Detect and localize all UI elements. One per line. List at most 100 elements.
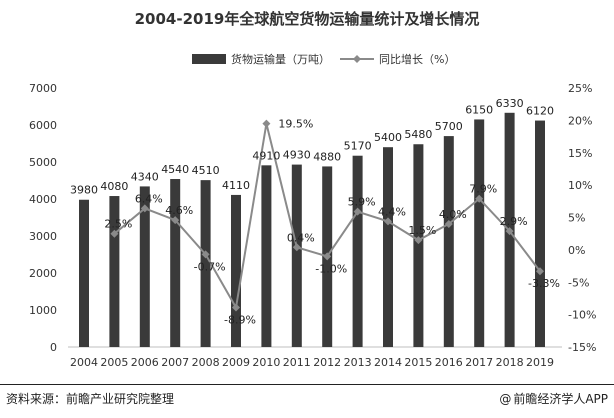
bar-value-label: 5480: [404, 128, 432, 141]
y-left-tick-label: 5000: [29, 156, 57, 169]
x-tick-label: 2013: [344, 356, 372, 369]
y-left-tick-label: 4000: [29, 193, 57, 206]
x-tick-label: 2012: [313, 356, 341, 369]
growth-value-label: 5.9%: [348, 196, 376, 209]
growth-value-label: -1.0%: [315, 262, 347, 275]
at-symbol: @: [499, 392, 512, 406]
bar-value-label: 4880: [313, 150, 341, 163]
growth-point: [140, 204, 149, 213]
source-note: 资料来源：前瞻产业研究院整理: [6, 392, 175, 406]
bar: [170, 179, 181, 347]
bar: [413, 144, 424, 347]
y-right-tick-label: 10%: [568, 179, 592, 192]
growth-value-label: 4.0%: [439, 208, 467, 221]
y-right-tick-label: 15%: [568, 147, 592, 160]
x-tick-label: 2008: [192, 356, 220, 369]
growth-value-label: 19.5%: [278, 118, 313, 131]
legend-label-bars: 货物运输量（万吨）: [231, 52, 330, 66]
bar: [261, 165, 272, 347]
bar-value-label: 3980: [70, 184, 98, 197]
y-right-tick-label: 25%: [568, 82, 592, 95]
growth-point: [475, 194, 484, 203]
growth-value-label: -0.7%: [194, 260, 226, 273]
bar: [474, 119, 485, 347]
bar-value-label: 4930: [283, 149, 311, 162]
growth-value-label: 7.9%: [469, 183, 497, 196]
legend-swatch-marker: [353, 55, 361, 63]
y-left-tick-label: 6000: [29, 119, 57, 132]
bar: [291, 164, 302, 347]
x-tick-label: 2018: [496, 356, 524, 369]
growth-value-label: 4.6%: [165, 204, 193, 217]
bar: [535, 120, 545, 347]
growth-point: [414, 236, 423, 245]
y-right-tick-label: 20%: [568, 114, 592, 127]
legend-swatch-bars: [192, 54, 226, 64]
bar-value-label: 6120: [526, 105, 554, 118]
y-right-tick-label: -15%: [568, 341, 596, 354]
growth-point: [262, 119, 271, 128]
growth-point: [171, 216, 180, 225]
x-tick-label: 2004: [70, 356, 98, 369]
growth-value-label: 2.5%: [104, 218, 132, 231]
bar-value-label: 5170: [344, 140, 372, 153]
growth-value-label: -3.3%: [528, 277, 560, 290]
y-right-tick-label: -5%: [568, 276, 589, 289]
x-tick-label: 2010: [252, 356, 280, 369]
growth-point: [232, 303, 240, 312]
credit-text: 前瞻经济学人APP: [513, 392, 608, 406]
bar-value-label: 5700: [435, 120, 463, 133]
growth-value-label: 2.9%: [500, 215, 528, 228]
growth-point: [110, 229, 119, 238]
y-right-tick-label: 5%: [568, 212, 585, 225]
growth-value-label: 1.5%: [408, 224, 436, 237]
bar: [443, 136, 454, 347]
x-tick-label: 2011: [283, 356, 311, 369]
credit: @ 前瞻经济学人APP: [499, 390, 608, 407]
bar-value-label: 4910: [252, 149, 280, 162]
chart-area: 0 1000 2000 3000 4000 5000 6000 7000 -15% -10% -5%…: [29, 52, 596, 369]
y-right-tick-label: 0%: [568, 244, 585, 257]
bar-value-label: 4510: [192, 164, 220, 177]
growth-point: [353, 207, 362, 216]
growth-value-label: -8.9%: [224, 314, 256, 327]
y-left-tick-label: 2000: [29, 267, 57, 280]
y-left-tick-label: 3000: [29, 230, 57, 243]
bar: [139, 186, 150, 347]
y-left-tick-label: 1000: [29, 304, 57, 317]
growth-point: [536, 267, 544, 276]
bar: [109, 196, 120, 347]
bar: [383, 147, 393, 347]
bar: [79, 199, 89, 347]
bar-value-label: 6150: [465, 103, 493, 116]
legend-label-line: 同比增长（%）: [379, 52, 455, 66]
x-tick-label: 2015: [404, 356, 432, 369]
footer: 资料来源：前瞻产业研究院整理 @ 前瞻经济学人APP: [0, 384, 614, 418]
y-left-tick-label: 0: [50, 341, 57, 354]
x-tick-label: 2009: [222, 356, 250, 369]
x-tick-label: 2016: [435, 356, 463, 369]
x-tick-label: 2014: [374, 356, 402, 369]
growth-point: [444, 219, 453, 228]
bar: [231, 194, 241, 347]
growth-point: [292, 243, 301, 252]
x-tick-label: 2007: [161, 356, 189, 369]
bar-value-label: 5400: [374, 131, 402, 144]
growth-value-label: 0.4%: [287, 231, 315, 244]
chart-title: 2004-2019年全球航空货物运输量统计及增长情况: [134, 10, 480, 28]
growth-point: [201, 250, 210, 259]
bar-value-label: 4110: [222, 179, 250, 192]
footer-divider: [0, 384, 614, 385]
y-left-tick-label: 7000: [29, 82, 57, 95]
y-right-tick-label: -10%: [568, 309, 596, 322]
bar-value-label: 4080: [100, 180, 128, 193]
bar-value-label: 6330: [496, 97, 524, 110]
growth-point: [384, 217, 392, 226]
x-tick-label: 2017: [465, 356, 493, 369]
growth-value-label: 6.4%: [135, 192, 163, 205]
bar: [200, 180, 211, 347]
growth-point: [505, 227, 514, 236]
x-tick-label: 2019: [526, 356, 554, 369]
x-tick-label: 2005: [100, 356, 128, 369]
growth-value-label: 4.4%: [378, 205, 406, 218]
